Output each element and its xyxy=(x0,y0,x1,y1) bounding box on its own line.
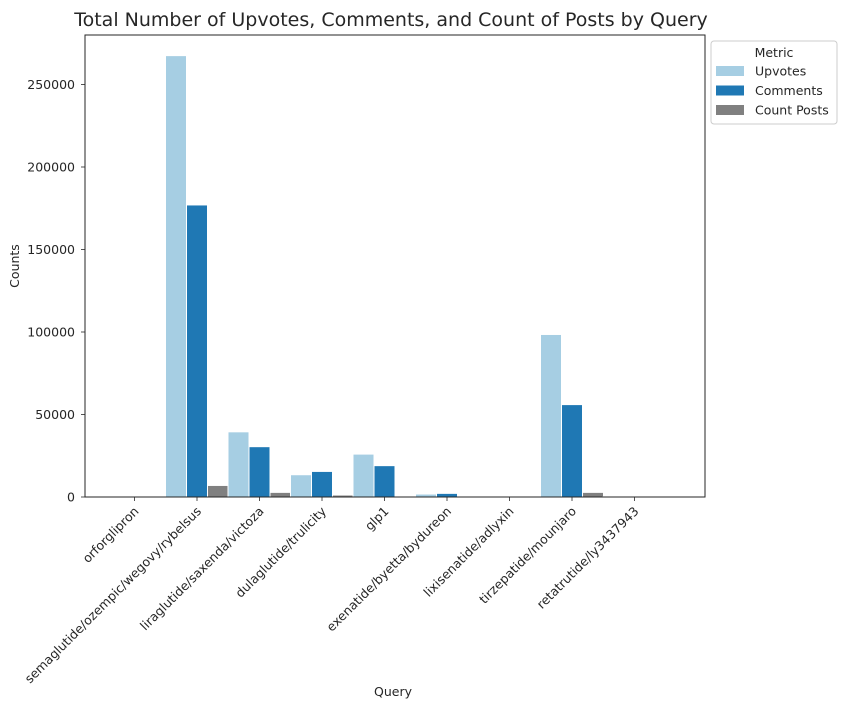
x-tick-label: exenatide/byetta/bydureon xyxy=(323,504,454,635)
y-axis-ticks: 0 50000 100000 150000 200000 250000 xyxy=(27,77,85,505)
x-tick-label: retatrutide/ly3437943 xyxy=(534,504,642,612)
bars-group xyxy=(165,55,667,498)
legend-swatch xyxy=(716,85,744,96)
bar-comments xyxy=(561,404,583,498)
x-axis-label: Query xyxy=(374,684,413,699)
legend-box xyxy=(710,40,838,125)
y-tick-label: 150000 xyxy=(27,242,75,257)
y-tick-label: 0 xyxy=(67,490,75,505)
bar-comments xyxy=(311,470,333,498)
legend-title: Metric xyxy=(755,45,794,60)
legend-label: Count Posts xyxy=(755,103,829,118)
legend-swatch xyxy=(716,66,744,76)
y-tick-label: 200000 xyxy=(27,160,75,175)
bar-upvotes xyxy=(540,333,562,498)
x-axis-ticks: orforglipronsemaglutide/ozempic/wegovy/r… xyxy=(22,497,642,686)
legend-items: Upvotes Comments Count Posts xyxy=(716,64,829,118)
y-axis-label: Counts xyxy=(7,244,22,288)
y-tick-label: 100000 xyxy=(27,325,75,340)
bar-count-posts xyxy=(207,484,229,498)
x-tick-label: orforglipron xyxy=(79,504,141,566)
bar-upvotes xyxy=(165,55,187,498)
bar-upvotes xyxy=(352,453,375,498)
legend-label: Upvotes xyxy=(755,64,806,79)
plot-frame xyxy=(84,34,706,498)
bar-comments xyxy=(436,492,458,498)
legend-label: Comments xyxy=(755,83,823,98)
bar-comments xyxy=(373,465,396,498)
x-tick-label: glp1 xyxy=(362,504,392,534)
legend-swatch xyxy=(716,105,744,115)
y-tick-label: 250000 xyxy=(27,77,75,92)
bar-count-posts xyxy=(582,491,604,498)
bar-comments xyxy=(186,204,208,498)
y-tick-label: 50000 xyxy=(35,407,75,422)
x-tick-label: liraglutide/saxenda/victoza xyxy=(137,504,267,634)
bar-upvotes xyxy=(227,431,250,498)
bar-comments xyxy=(248,446,271,498)
bar-upvotes xyxy=(290,474,312,498)
legend: Metric Upvotes Comments Count Posts xyxy=(710,40,838,125)
chart-title: Total Number of Upvotes, Comments, and C… xyxy=(73,9,708,31)
bar-count-posts xyxy=(269,491,292,498)
